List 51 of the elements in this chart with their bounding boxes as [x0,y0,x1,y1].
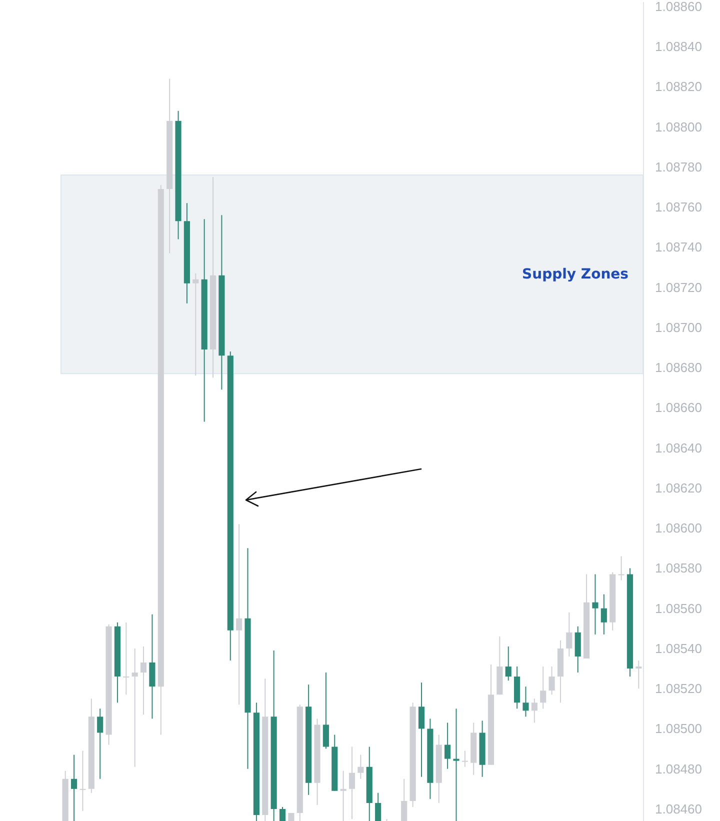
candlestick [592,574,598,635]
candlestick [322,672,329,750]
y-tick-label: 1.08600 [655,520,702,536]
candlestick [566,612,572,657]
candlestick [548,666,555,696]
y-tick-label: 1.08760 [655,200,702,215]
y-tick-label: 1.08800 [655,119,702,134]
candlestick [375,792,382,821]
candlestick [236,524,242,706]
candlestick [97,708,104,780]
candlestick [358,754,364,780]
candlestick [636,660,642,690]
y-tick-label: 1.08860 [655,0,702,14]
band-label: Supply Zones [522,266,628,282]
candlestick [80,750,86,812]
candlestick [192,272,199,376]
y-tick-label: 1.08460 [655,801,702,816]
candlestick [600,594,607,635]
candlestick [618,556,624,581]
candlestick [522,686,529,718]
y-tick-label: 1.08820 [655,79,702,94]
y-tick-label: 1.08560 [655,600,702,616]
y-tick-label: 1.08540 [655,640,702,656]
y-tick-label: 1.08720 [655,280,702,295]
candlestick [531,698,538,724]
candlestick [123,622,130,696]
candlestick [70,754,78,821]
candlestick [453,708,460,821]
y-tick-label: 1.08740 [655,240,702,255]
candlestick [348,746,356,820]
candlestick [401,778,408,821]
y-tick-label: 1.08520 [655,681,702,696]
y-tick-label: 1.08780 [655,159,702,174]
y-tick-label: 1.08640 [655,440,702,456]
candlestick [505,646,512,682]
y-tick-label: 1.08700 [655,320,702,335]
candlestick [279,806,286,821]
y-tick-label: 1.08620 [655,480,702,496]
candlestick [444,722,451,770]
candlestick [140,646,147,716]
y-tick-label: 1.08500 [655,721,702,736]
candlestick [340,770,346,821]
y-tick-label: 1.08840 [655,39,702,54]
y-tick-label: 1.08680 [655,360,702,376]
y-tick-label: 1.08660 [655,400,702,416]
candlestick [132,648,138,768]
candlestick [418,682,425,778]
y-tick-label: 1.08480 [655,761,702,776]
candlestick [462,750,468,768]
y-tick-label: 1.08580 [655,560,702,576]
candlestick [540,666,546,710]
